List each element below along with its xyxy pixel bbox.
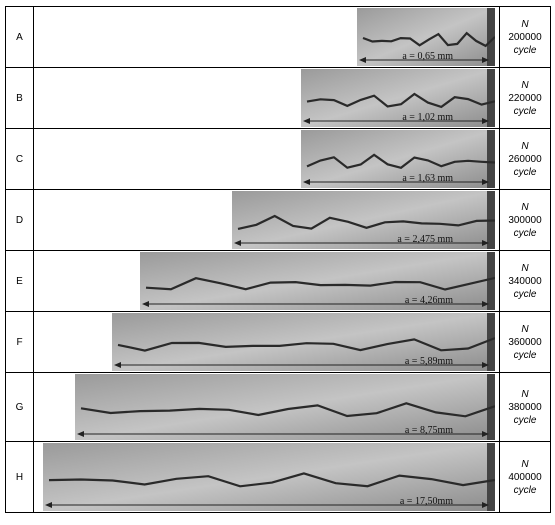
crack-photo-cell: a = 1,63 mm: [33, 128, 500, 190]
cycle-count-cell: N 260000 cycle: [499, 128, 551, 190]
cycle-unit: cycle: [513, 349, 537, 361]
cycle-count: 300000: [508, 214, 542, 226]
crack-photo: [232, 191, 495, 249]
crack-photo: [140, 252, 495, 310]
crack-length-label: a = 1,63 mm: [402, 173, 453, 184]
crack-photo-cell: a = 4,26mm: [33, 250, 500, 312]
cycle-count: 360000: [508, 336, 542, 348]
cycle-count: 340000: [508, 275, 542, 287]
cycle-unit: cycle: [513, 414, 537, 426]
cycle-count-cell: N 400000 cycle: [499, 441, 551, 513]
cycle-symbol: N: [521, 262, 529, 274]
row-label: B: [5, 67, 34, 129]
row-label: C: [5, 128, 34, 190]
cycle-count: 380000: [508, 401, 542, 413]
cycle-unit: cycle: [513, 105, 537, 117]
cycle-symbol: N: [521, 458, 529, 470]
cycle-unit: cycle: [513, 227, 537, 239]
cycle-symbol: N: [521, 18, 529, 30]
row-label: E: [5, 250, 34, 312]
crack-photo: [301, 130, 495, 188]
row-label: D: [5, 189, 34, 251]
crack-photo: [357, 8, 495, 66]
cycle-count-cell: N 300000 cycle: [499, 189, 551, 251]
cycle-symbol: N: [521, 201, 529, 213]
crack-photo: [112, 313, 495, 371]
cycle-symbol: N: [521, 140, 529, 152]
cycle-count: 220000: [508, 92, 542, 104]
crack-photo: [301, 69, 495, 127]
cycle-unit: cycle: [513, 44, 537, 56]
crack-photo: [43, 443, 495, 511]
crack-photo-cell: a = 2,475 mm: [33, 189, 500, 251]
cycle-count-cell: N 380000 cycle: [499, 372, 551, 442]
crack-length-label: a = 0,65 mm: [402, 51, 453, 62]
cycle-count-cell: N 220000 cycle: [499, 67, 551, 129]
row-label: G: [5, 372, 34, 442]
crack-length-label: a = 1,02 mm: [402, 112, 453, 123]
crack-length-label: a = 4,26mm: [404, 295, 453, 306]
crack-photo-cell: a = 8,75mm: [33, 372, 500, 442]
crack-length-label: a = 5,89mm: [404, 356, 453, 367]
row-label: A: [5, 6, 34, 68]
cycle-unit: cycle: [513, 484, 537, 496]
cycle-count-cell: N 360000 cycle: [499, 311, 551, 373]
cycle-unit: cycle: [513, 288, 537, 300]
crack-length-label: a = 2,475 mm: [397, 234, 453, 245]
cycle-count-cell: N 200000 cycle: [499, 6, 551, 68]
cycle-count: 400000: [508, 471, 542, 483]
crack-length-label: a = 8,75mm: [404, 425, 453, 436]
crack-photo-cell: a = 0,65 mm: [33, 6, 500, 68]
row-label: F: [5, 311, 34, 373]
cycle-count: 260000: [508, 153, 542, 165]
crack-photo: [75, 374, 495, 440]
cycle-symbol: N: [521, 388, 529, 400]
cycle-unit: cycle: [513, 166, 537, 178]
cycle-symbol: N: [521, 79, 529, 91]
cycle-symbol: N: [521, 323, 529, 335]
crack-photo-cell: a = 1,02 mm: [33, 67, 500, 129]
crack-photo-cell: a = 5,89mm: [33, 311, 500, 373]
row-label: H: [5, 441, 34, 513]
cycle-count-cell: N 340000 cycle: [499, 250, 551, 312]
cycle-count: 200000: [508, 31, 542, 43]
crack-photo-cell: a = 17,50mm: [33, 441, 500, 513]
crack-length-label: a = 17,50mm: [399, 496, 453, 507]
